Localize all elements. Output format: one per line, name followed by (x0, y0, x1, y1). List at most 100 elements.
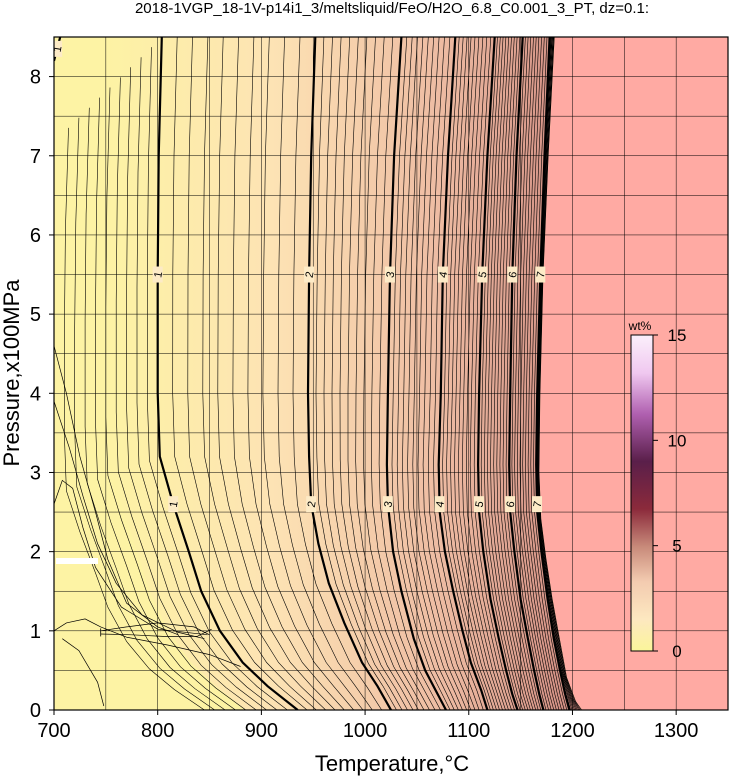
contour-label: 1 (52, 45, 65, 53)
minor-contour-line (331, 37, 408, 710)
contour-label-bg (384, 266, 395, 283)
x-axis-label: Temperature,°C (315, 751, 469, 776)
minor-contour-line (396, 37, 455, 710)
label-gap (56, 558, 98, 564)
colorbar-tick-label: 5 (672, 537, 681, 556)
contour-label-bg (535, 266, 546, 283)
contour-label-bg (505, 496, 516, 513)
minor-contour-line (378, 37, 441, 710)
y-tick-label: 5 (30, 304, 41, 326)
contour-label-bg (532, 496, 543, 513)
minor-contour-line (202, 37, 326, 710)
y-axis-label: Pressure,x100MPa (0, 279, 24, 467)
minor-contour-line (417, 37, 472, 710)
y-tick-label: 6 (30, 225, 41, 247)
minor-contour-line (442, 37, 491, 710)
y-tick-label: 3 (30, 462, 41, 484)
minor-contour-line (172, 37, 308, 710)
contour-label-bg (168, 496, 179, 513)
x-tick-label: 800 (141, 720, 174, 742)
low-temperature-contour (62, 638, 105, 707)
contour-label-bg (434, 496, 445, 513)
minor-contour-line (527, 37, 562, 710)
colorbar-ticks: 0 5 10 15 (653, 326, 686, 661)
colorbar: wt% 0 5 10 15 (628, 319, 687, 661)
minor-contour-line (519, 37, 555, 710)
minor-contour-line (483, 37, 523, 710)
minor-contour-line (64, 127, 205, 710)
minor-contour-line (537, 37, 580, 710)
colorbar-tick-label: 10 (668, 431, 687, 450)
minor-contour-line (537, 37, 575, 710)
minor-contour-line (115, 77, 257, 710)
colorbar-tick-label: 0 (672, 642, 681, 661)
minor-contour-line (458, 37, 503, 710)
x-tick-label: 1200 (550, 720, 595, 742)
minor-contour-line (461, 37, 506, 710)
minor-contour-line (422, 37, 476, 710)
contour-label: 1 (152, 271, 165, 279)
contour-label-bg (507, 266, 518, 283)
y-tick-label: 1 (30, 621, 41, 643)
grid-lines (54, 37, 728, 710)
minor-contour-line (74, 117, 215, 710)
minor-contour-line (522, 37, 557, 710)
contour-label-bg (306, 496, 317, 513)
minor-contour-line (480, 37, 521, 710)
minor-contour-line (84, 107, 226, 710)
minor-contour-line (533, 37, 568, 710)
low-temperature-contours (54, 345, 241, 707)
minor-contour-line (355, 37, 425, 710)
minor-contour-line (126, 67, 267, 710)
minor-contour-line (538, 37, 582, 710)
minor-contour-line (450, 37, 497, 710)
plot-frame (53, 36, 729, 711)
minor-contour-line (262, 37, 364, 710)
contour-label: 6 (507, 271, 520, 279)
contour-label: 3 (382, 500, 395, 508)
low-temperature-contour (54, 479, 208, 636)
x-tick-label: 1300 (654, 720, 699, 742)
minor-contour-line (402, 37, 459, 710)
minor-contour-line (537, 37, 578, 710)
low-temperature-contour (54, 345, 179, 636)
minor-contour-line (370, 37, 436, 710)
minor-contour-line (469, 37, 512, 710)
minor-contour-line (530, 37, 565, 710)
major-contour-line (306, 37, 392, 710)
contour-label: 6 (505, 500, 518, 508)
low-temperature-contour (54, 618, 241, 667)
x-tick-label: 1100 (447, 720, 490, 742)
minor-contours (64, 37, 582, 710)
minor-contour-line (505, 37, 542, 710)
contour-label: 4 (437, 271, 450, 279)
minor-contour-line (502, 37, 539, 710)
major-contour-line (508, 37, 545, 710)
major-contour-line (476, 37, 519, 710)
low-temperature-contour (54, 401, 205, 640)
minor-contour-line (427, 37, 480, 710)
minor-contour-line (277, 37, 373, 710)
major-contour-line (535, 37, 571, 710)
y-tick-label: 4 (30, 383, 41, 405)
melt-region (105, 37, 583, 710)
contour-label-bg (473, 496, 484, 513)
minor-contour-line (217, 37, 336, 710)
colorbar-tick-label: 15 (668, 326, 687, 345)
y-tick-label: 7 (30, 146, 41, 168)
major-contour-line (156, 37, 299, 710)
contour-label: 5 (474, 500, 487, 508)
colorbar-title: wt% (628, 319, 652, 333)
low-temperature-contour (100, 628, 212, 637)
minor-contour-line (407, 37, 463, 710)
minor-contour-line (433, 37, 484, 710)
contour-label-bg (54, 40, 63, 57)
minor-contour-line (187, 37, 317, 710)
plot-area: 1 1 1 2 2 3 3 4 4 5 5 6 6 7 7 (52, 37, 728, 710)
major-contours: 1 1 1 2 2 3 3 4 4 5 5 6 6 7 7 (52, 37, 571, 710)
minor-contour-line (473, 37, 515, 710)
minor-contour-line (537, 37, 577, 710)
